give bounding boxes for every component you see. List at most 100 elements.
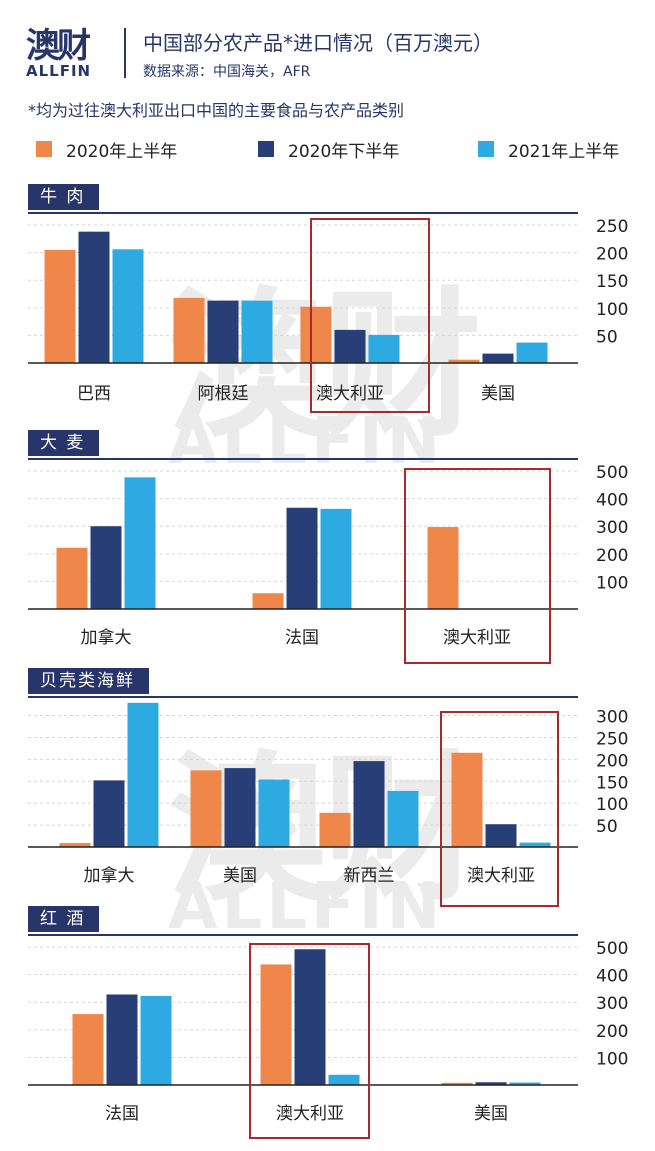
bar — [59, 843, 91, 847]
y-tick-label: 250 — [596, 729, 628, 749]
x-tick-label: 澳大利亚 — [316, 384, 384, 404]
bar — [78, 231, 110, 363]
bar — [106, 994, 138, 1085]
bar — [294, 949, 326, 1085]
data-source: 数据来源：中国海关，AFR — [143, 64, 311, 80]
x-tick-label: 澳大利亚 — [467, 866, 535, 886]
x-tick-label: 阿根廷 — [198, 384, 249, 404]
y-tick-label: 100 — [596, 300, 628, 320]
x-tick-label: 加拿大 — [81, 627, 132, 648]
legend-label: 2021年上半年 — [508, 141, 620, 162]
legend-label: 2020年上半年 — [66, 141, 178, 162]
y-tick-label: 200 — [596, 1022, 628, 1042]
y-tick-label: 400 — [596, 967, 628, 987]
legend-swatch — [478, 141, 494, 157]
bar — [260, 964, 292, 1085]
section-tag-beef: 牛 肉 — [28, 184, 100, 210]
y-tick-label: 300 — [596, 708, 628, 728]
bar — [93, 780, 125, 847]
y-tick-label: 300 — [596, 518, 628, 538]
x-tick-label: 美国 — [474, 1104, 508, 1124]
y-tick-label: 250 — [596, 217, 628, 237]
bar — [475, 1082, 507, 1085]
bar — [286, 507, 318, 609]
y-tick-label: 150 — [596, 773, 628, 793]
highlight-box — [440, 711, 559, 907]
bar — [207, 300, 239, 363]
y-tick-label: 500 — [596, 463, 628, 483]
x-tick-label: 新西兰 — [344, 866, 395, 886]
bar — [173, 297, 205, 363]
section-line-barley — [28, 458, 578, 460]
bar — [124, 477, 156, 609]
bar — [368, 334, 400, 363]
y-tick-label: 50 — [596, 817, 618, 837]
header-divider — [124, 28, 126, 78]
x-tick-label: 澳大利亚 — [276, 1104, 344, 1124]
bar — [427, 527, 459, 609]
section-line-beef — [28, 212, 578, 214]
legend-item-h2-2020: 2020年下半年 — [258, 137, 400, 162]
logo: 澳财 — [26, 26, 91, 66]
bar — [241, 300, 273, 363]
legend-item-h1-2021: 2021年上半年 — [478, 137, 620, 162]
y-tick-label: 200 — [596, 751, 628, 771]
bar — [482, 353, 514, 363]
y-tick-label: 100 — [596, 573, 628, 593]
bar — [127, 702, 159, 847]
x-tick-label: 澳大利亚 — [443, 628, 511, 648]
y-tick-label: 150 — [596, 272, 628, 292]
bar — [224, 768, 256, 847]
section-tag-shellfish: 贝壳类海鲜 — [28, 668, 149, 694]
bar — [258, 779, 290, 847]
footnote: *均为过往澳大利亚出口中国的主要食品与农产品类别 — [28, 101, 405, 120]
section-line-shellfish — [28, 696, 578, 698]
y-tick-label: 100 — [596, 795, 628, 815]
x-tick-label: 加拿大 — [84, 865, 135, 886]
highlight-box — [404, 468, 551, 664]
logo-text: ALLFIN — [26, 62, 92, 80]
bar — [300, 306, 332, 363]
section-tag-wine: 红 酒 — [28, 906, 100, 932]
section-line-wine — [28, 934, 578, 936]
section-tag-barley: 大 麦 — [28, 430, 100, 456]
x-tick-label: 法国 — [105, 1104, 139, 1124]
y-tick-label: 200 — [596, 245, 628, 265]
bar — [448, 359, 480, 363]
bar — [320, 508, 352, 609]
y-tick-label: 400 — [596, 491, 628, 511]
x-tick-label: 法国 — [285, 628, 319, 648]
bar — [509, 1082, 541, 1085]
legend-label: 2020年下半年 — [288, 141, 400, 162]
highlight-box — [249, 943, 370, 1139]
bar — [353, 761, 385, 847]
x-tick-label: 美国 — [481, 384, 515, 404]
x-tick-label: 巴西 — [77, 384, 111, 404]
bar — [319, 812, 351, 847]
y-tick-label: 50 — [596, 327, 618, 347]
bar — [72, 1014, 104, 1085]
bar — [441, 1082, 473, 1085]
bar — [190, 770, 222, 847]
bar — [519, 842, 551, 847]
bar — [485, 824, 517, 847]
legend-swatch — [36, 141, 52, 157]
chart-title: 中国部分农产品*进口情况（百万澳元） — [143, 31, 493, 55]
highlight-box — [310, 218, 430, 413]
bar — [56, 547, 88, 609]
legend-item-h1-2020: 2020年上半年 — [36, 137, 178, 162]
bar — [387, 790, 419, 847]
bar — [451, 752, 483, 847]
y-tick-label: 100 — [596, 1049, 628, 1069]
bar — [44, 249, 76, 363]
bar — [112, 249, 144, 363]
bar — [328, 1074, 360, 1085]
y-tick-label: 300 — [596, 994, 628, 1014]
y-tick-label: 200 — [596, 546, 628, 566]
bar — [90, 526, 122, 609]
bar — [334, 329, 366, 363]
x-tick-label: 美国 — [223, 866, 257, 886]
y-tick-label: 500 — [596, 939, 628, 959]
bar — [516, 342, 548, 363]
